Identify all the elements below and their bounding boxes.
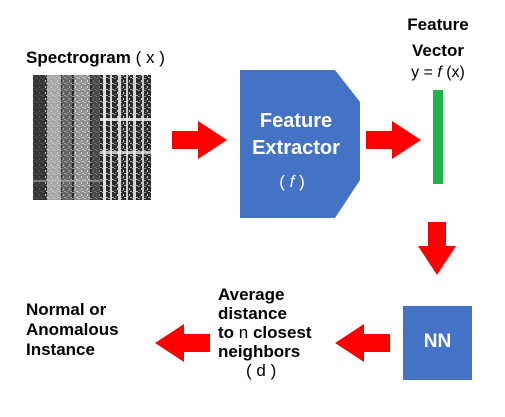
distance-line1: Average (218, 285, 285, 304)
spectrogram-var: x (146, 48, 155, 67)
feature-vector-bar (433, 90, 443, 184)
feature-extractor-fn: ( f ) (279, 172, 305, 191)
result-line3: Instance (26, 340, 95, 359)
feature-vector-line2: Vector (412, 41, 464, 60)
spectrogram-label: Spectrogram ( x ) (26, 48, 165, 68)
result-line1: Normal or (26, 300, 107, 319)
result-label: Normal or Anomalous Instance (26, 300, 156, 360)
distance-line4: neighbors (218, 342, 301, 361)
spectrogram-var-close: ) (154, 48, 165, 67)
feature-extractor-line1: Feature (259, 110, 333, 132)
distance-label: Average distance to n closest neighbors … (218, 285, 328, 380)
feature-extractor-line2: Extractor (252, 137, 340, 159)
feature-extractor-block (240, 70, 360, 218)
feature-vector-line1: Feature (407, 15, 469, 34)
feature-vector-label: Feature Vector (392, 12, 484, 64)
spectrogram-var-open: ( (135, 48, 146, 67)
nn-block (403, 306, 472, 380)
result-line2: Anomalous (26, 320, 119, 339)
spectrogram-image (33, 75, 151, 200)
arrow-vector-to-nn (418, 222, 456, 275)
spectrogram-label-text: Spectrogram (26, 48, 131, 67)
distance-var: ( d ) (246, 361, 277, 380)
arrow-nn-to-distance (335, 324, 390, 362)
feature-vector-equation: y = f (x) (411, 64, 465, 81)
distance-line3: to n closest (218, 323, 312, 342)
feature-extractor-label: Feature Extractor ( f ) (240, 108, 352, 195)
arrow-distance-to-result (155, 324, 210, 362)
nn-label: NN (423, 331, 452, 352)
arrow-extractor-to-vector (366, 121, 421, 159)
distance-line2: distance (218, 304, 287, 323)
arrow-spectrogram-to-extractor (172, 121, 227, 159)
